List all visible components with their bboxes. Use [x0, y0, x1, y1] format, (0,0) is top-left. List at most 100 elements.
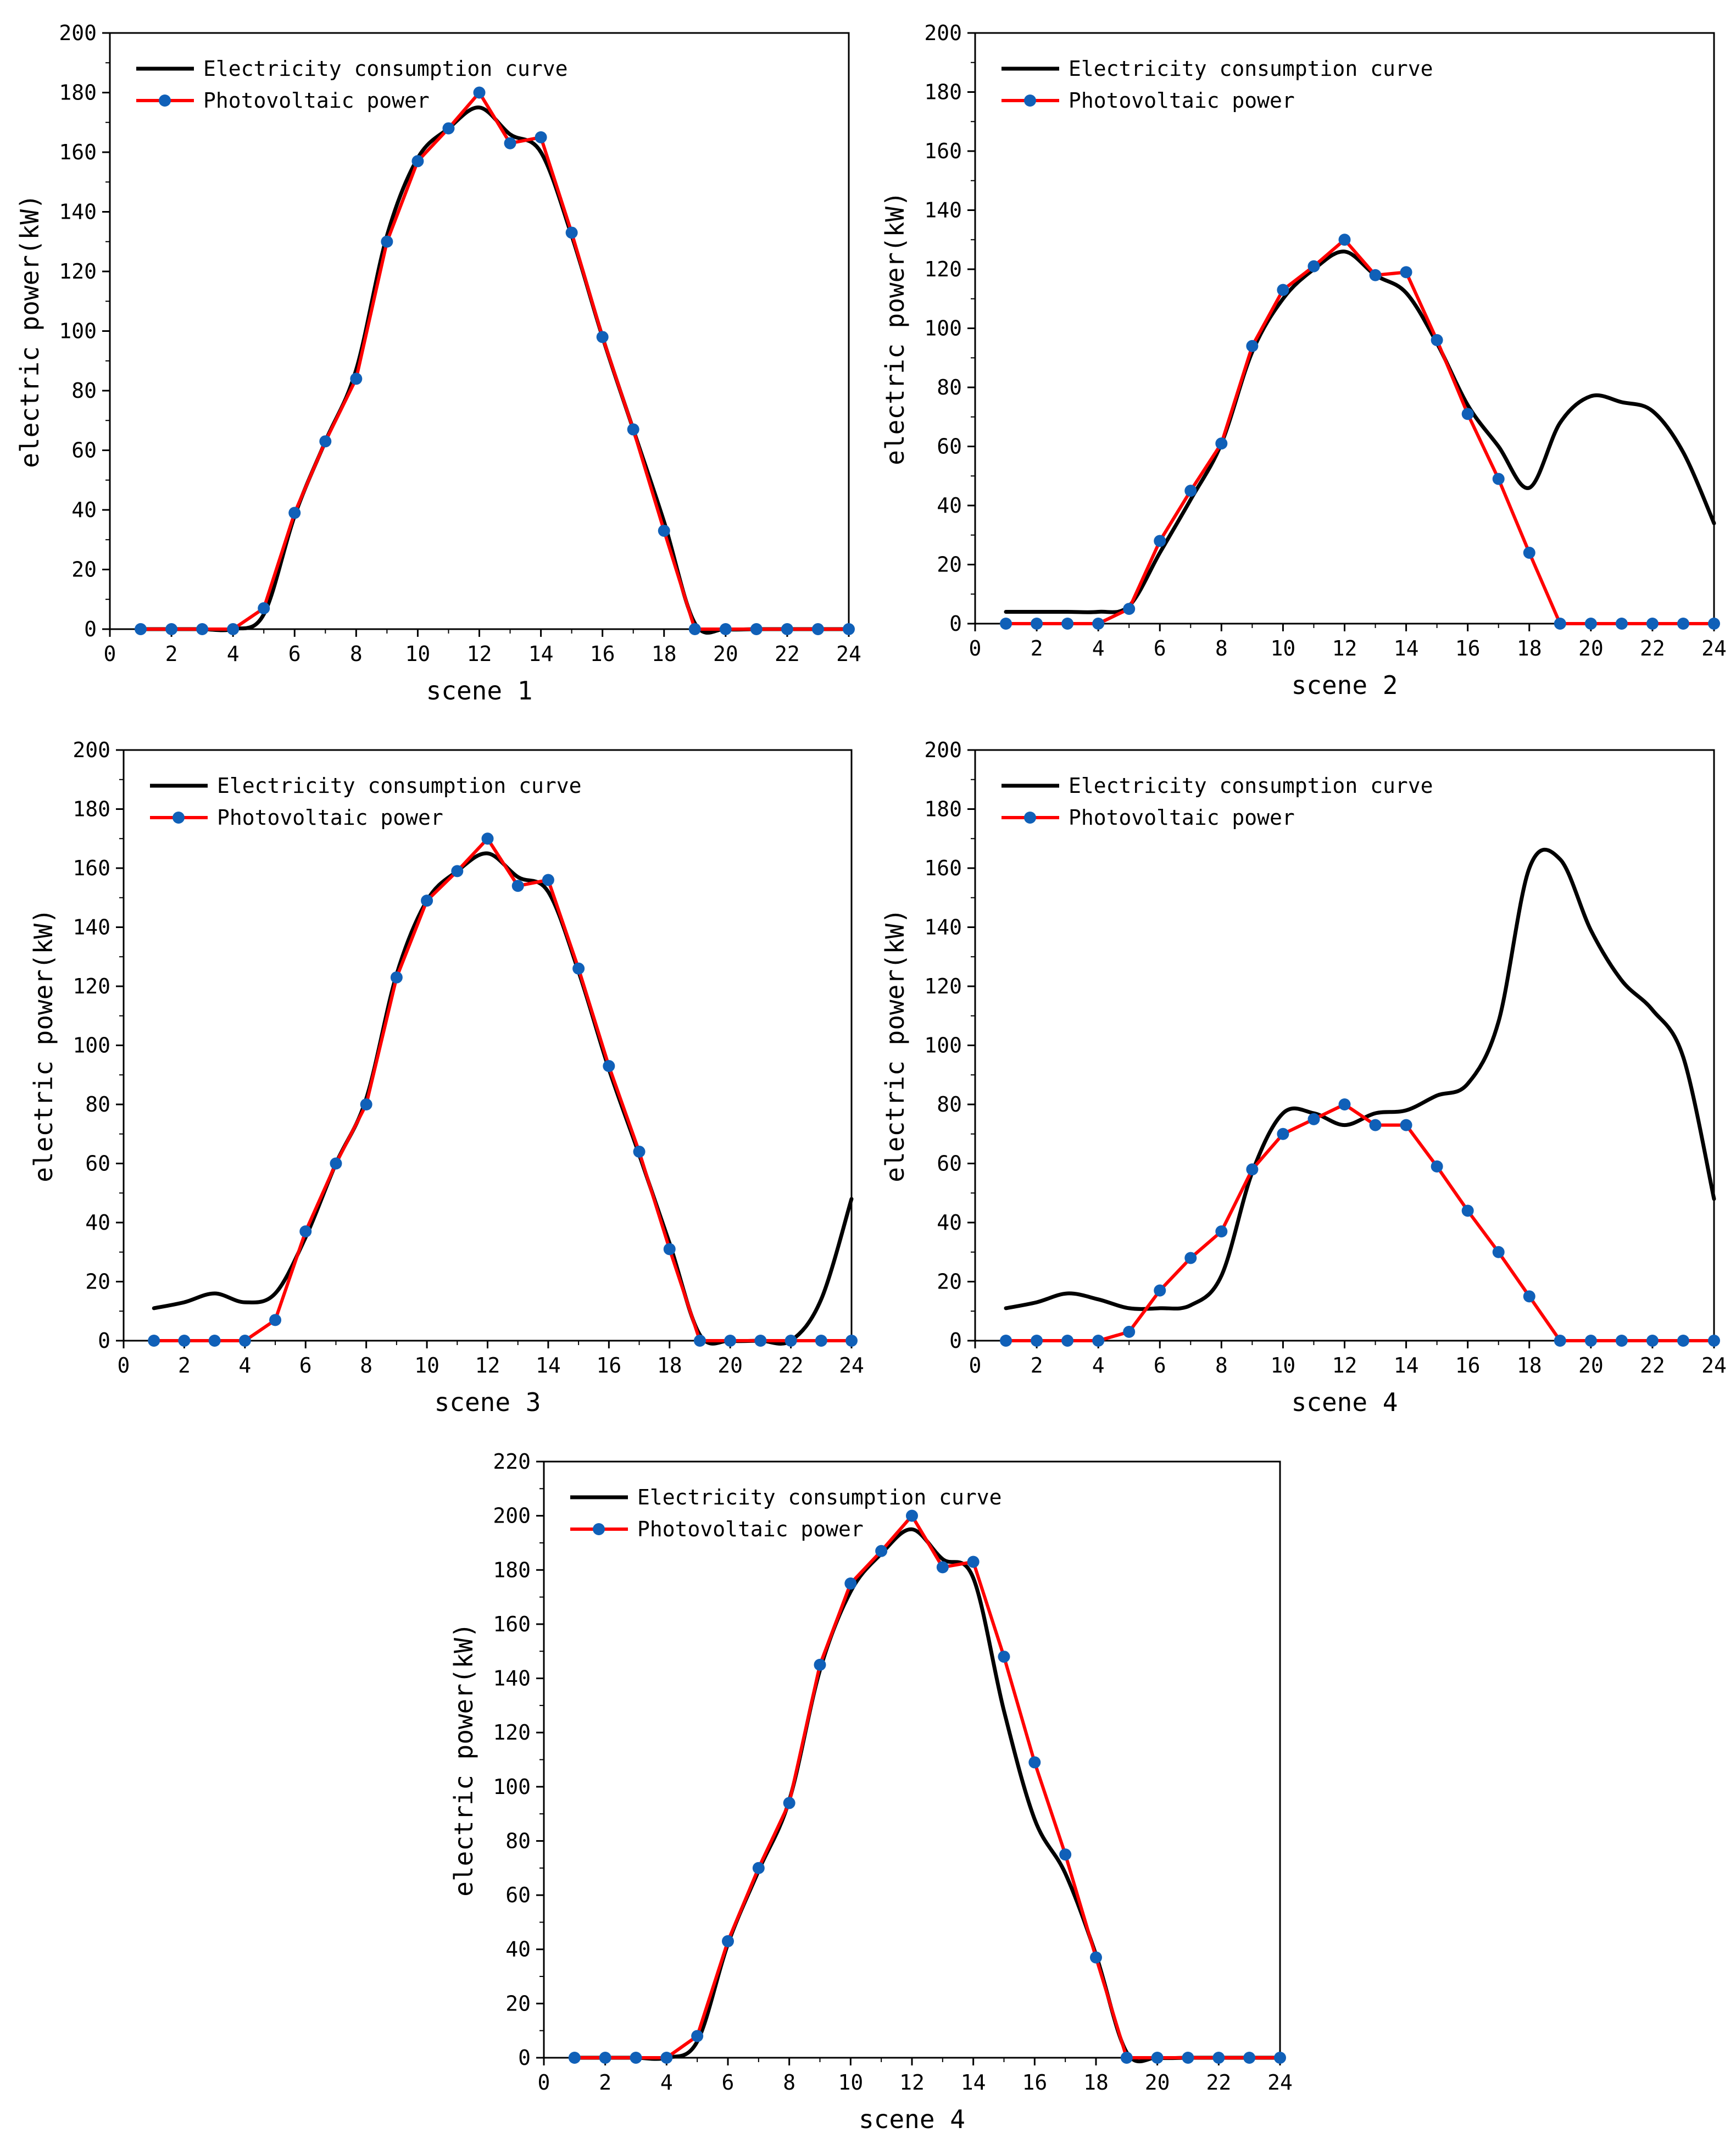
x-tick-label: 16 — [590, 642, 615, 666]
pv-data-point — [688, 623, 701, 635]
consumption-series-line — [1004, 249, 1716, 614]
legend: Electricity consumption curve Photovoltai… — [1001, 774, 1433, 830]
pv-data-point — [565, 226, 578, 239]
pv-data-point — [1151, 2052, 1164, 2064]
pv-data-point — [596, 331, 609, 343]
pv-data-point — [1215, 1225, 1228, 1238]
chart-panel-2: 0 2 4 6 8 10 12 14 16 18 20 22 240204060801001201401… — [880, 21, 1727, 700]
pv-data-point — [815, 1335, 827, 1347]
y-tick-label: 40 — [937, 493, 962, 518]
pv-data-point — [1120, 2052, 1133, 2064]
y-tick-label: 100 — [924, 1034, 962, 1058]
x-tick-label: 8 — [350, 642, 363, 666]
x-tick-label: 20 — [1578, 636, 1604, 660]
x-tick-label: 14 — [961, 2070, 986, 2095]
pv-data-point — [1615, 618, 1628, 630]
y-tick-label: 140 — [59, 200, 97, 224]
x-tick-label: 20 — [717, 1353, 743, 1378]
y-axis-title: electric power(kW) — [880, 191, 910, 465]
pv-data-point — [844, 1577, 857, 1590]
x-tick-label: 0 — [538, 2070, 550, 2095]
x-tick-label: 18 — [1083, 2070, 1109, 2095]
pv-data-point — [319, 435, 332, 448]
pv-data-point — [504, 137, 516, 149]
pv-data-point — [299, 1225, 312, 1238]
x-tick-label: 22 — [1206, 2070, 1231, 2095]
x-tick-label: 8 — [783, 2070, 795, 2095]
x-tick-label: 4 — [227, 642, 240, 666]
pv-data-point — [1154, 535, 1166, 547]
x-tick-label: 16 — [596, 1353, 621, 1378]
pv-data-point — [1677, 618, 1689, 630]
x-tick-label: 20 — [1578, 1353, 1604, 1378]
pv-data-point — [542, 874, 554, 886]
pv-data-point — [814, 1658, 826, 1671]
pv-data-point — [906, 1509, 918, 1522]
y-tick-label: 20 — [937, 1270, 962, 1294]
x-tick-label: 18 — [1517, 1353, 1542, 1378]
y-tick-label: 0 — [949, 612, 962, 636]
x-tick-label: 10 — [838, 2070, 863, 2095]
pv-data-point — [258, 602, 270, 615]
y-tick-label: 40 — [937, 1210, 962, 1235]
x-tick-label: 24 — [1701, 636, 1727, 660]
pv-data-point — [1031, 618, 1043, 630]
y-tick-label: 200 — [924, 738, 962, 762]
chart-panel-4: 0 2 4 6 8 10 12 14 16 18 20 22 240204060801001201401… — [880, 738, 1727, 1417]
x-tick-label: 18 — [1517, 636, 1542, 660]
pv-data-point — [238, 1335, 251, 1347]
pv-data-point — [811, 623, 824, 635]
x-tick-label: 6 — [1154, 1353, 1166, 1378]
y-tick-label: 200 — [59, 21, 97, 45]
x-tick-label: 16 — [1455, 1353, 1481, 1378]
pv-data-point — [1523, 1290, 1535, 1303]
y-tick-label: 80 — [85, 1092, 110, 1117]
y-tick-label: 140 — [924, 915, 962, 940]
y-tick-label: 80 — [937, 375, 962, 399]
pv-data-point — [784, 1335, 797, 1347]
pv-data-point — [1369, 269, 1382, 281]
y-tick-label: 160 — [924, 856, 962, 880]
pv-data-point — [1554, 1335, 1566, 1347]
pv-data-point — [693, 1335, 706, 1347]
pv-data-point — [1492, 473, 1505, 485]
y-tick-label: 0 — [98, 1329, 110, 1353]
x-tick-label: 14 — [528, 642, 554, 666]
y-tick-label: 140 — [924, 198, 962, 223]
y-tick-label: 60 — [937, 435, 962, 459]
y-tick-label: 180 — [924, 797, 962, 821]
pv-data-point — [421, 895, 433, 907]
y-tick-label: 80 — [71, 379, 97, 403]
pv-data-point — [658, 524, 670, 537]
x-tick-label: 2 — [178, 1353, 191, 1378]
y-tick-label: 180 — [59, 81, 97, 105]
x-tick-label: 24 — [1701, 1353, 1727, 1378]
y-tick-label: 200 — [493, 1504, 531, 1528]
y-tick-label: 80 — [505, 1829, 531, 1853]
y-tick-label: 180 — [493, 1558, 531, 1582]
y-tick-label: 60 — [505, 1883, 531, 1907]
y-axis-title: electric power(kW) — [880, 908, 910, 1182]
legend-label-consumption: Electricity consumption curve — [1069, 774, 1433, 798]
y-tick-label: 220 — [493, 1449, 531, 1474]
pv-data-point — [1400, 266, 1412, 279]
pv-data-point — [724, 1335, 737, 1347]
pv-data-point — [330, 1157, 342, 1170]
x-tick-label: 6 — [288, 642, 301, 666]
pv-data-point — [1369, 1119, 1382, 1131]
x-tick-label: 2 — [1031, 636, 1043, 660]
y-tick-label: 20 — [85, 1270, 110, 1294]
x-tick-label: 4 — [1092, 636, 1105, 660]
pv-data-point — [627, 423, 639, 436]
legend-marker-pv — [159, 95, 171, 107]
y-tick-label: 100 — [73, 1034, 110, 1058]
y-tick-label: 120 — [493, 1720, 531, 1745]
pv-data-point — [1615, 1335, 1628, 1347]
pv-data-point — [165, 623, 178, 635]
pv-data-point — [1243, 2052, 1256, 2064]
pv-data-point — [1431, 1160, 1443, 1173]
y-tick-label: 120 — [73, 974, 110, 998]
pv-data-point — [1000, 618, 1012, 630]
y-axis-title: electric power(kW) — [29, 908, 58, 1182]
